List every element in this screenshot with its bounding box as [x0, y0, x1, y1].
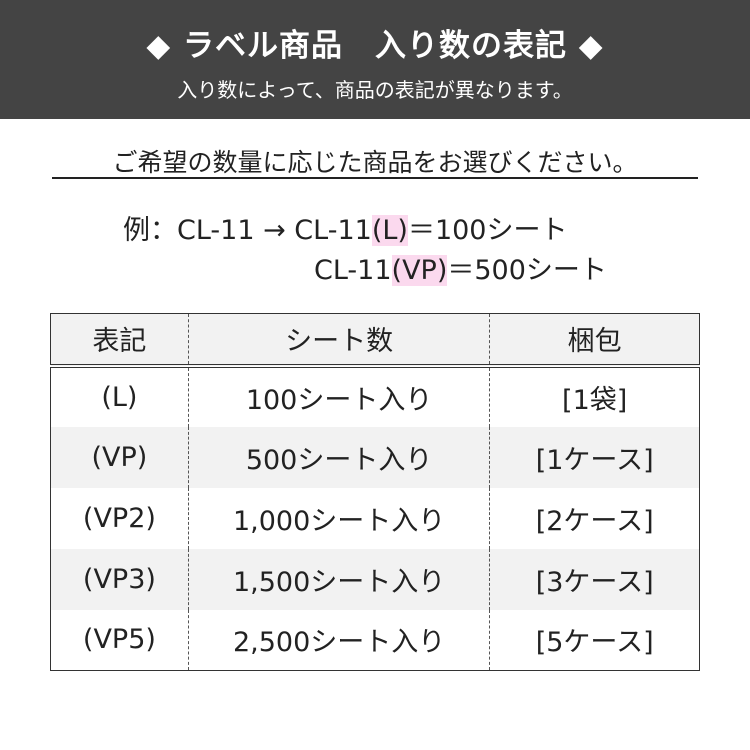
cell-notation: (VP2): [82, 502, 156, 534]
table-row: (VP2) 1,000シート入り [2ケース]: [51, 487, 700, 549]
example-line-2: CL-11(VP)＝500シート: [314, 248, 607, 287]
cell-notation: (VP3): [50, 548, 189, 610]
cell-sheets: 100シート入り: [187, 365, 490, 427]
cell-packaging: [2ケース]: [489, 487, 700, 549]
cell-sheets: 1,500シート入り: [187, 548, 490, 610]
cell-packaging: [3ケース]: [489, 548, 700, 610]
example-vp-rest: ＝500シート: [447, 255, 607, 286]
example-line-1: 例：CL-11 → CL-11(L)＝100シート: [123, 208, 568, 247]
header-notation: 表記: [50, 313, 189, 368]
banner-title: ◆ ラベル商品 入り数の表記 ◆: [146, 28, 604, 64]
example-l-rest: ＝100シート: [407, 215, 568, 246]
table-row: (VP3) 1,500シート入り [3ケース]: [50, 548, 700, 610]
banner-subtitle: 入り数によって、商品の表記が異なります。: [177, 78, 573, 102]
cell-sheets: 500シート入り: [187, 426, 490, 488]
cell-notation: (VP): [50, 426, 189, 488]
table-row: (L) 100シート入り [1袋]: [51, 365, 700, 427]
lead-text: ご希望の数量に応じた商品をお選びください。: [52, 143, 698, 179]
cell-packaging: [5ケース]: [489, 609, 700, 671]
table-row: (VP) 500シート入り [1ケース]: [50, 426, 700, 488]
cell-sheets: 1,000シート入り: [187, 487, 490, 549]
quantity-table: 表記 シート数 梱包 (L) 100シート入り [1袋] (VP) 500シート入り[…: [50, 313, 700, 671]
header-packaging: 梱包: [489, 313, 700, 368]
cell-sheets: 2,500シート入り: [187, 609, 490, 671]
cell-notation: (L): [101, 381, 138, 413]
highlight-vp: (VP): [391, 255, 448, 286]
example-vp-base: CL-11: [314, 255, 392, 286]
highlight-l: (L): [371, 215, 408, 246]
cell-packaging: [1袋]: [489, 365, 700, 427]
header-banner: ◆ ラベル商品 入り数の表記 ◆ 入り数によって、商品の表記が異なります。: [0, 0, 750, 119]
example-prefix: 例：CL-11 → CL-11: [123, 215, 372, 246]
table-header: 表記 シート数 梱包: [50, 313, 700, 368]
cell-packaging: [1ケース]: [489, 426, 700, 488]
cell-notation: (VP5): [82, 624, 156, 656]
header-sheets: シート数: [187, 313, 490, 368]
table-row: (VP5) 2,500シート入り [5ケース]: [51, 609, 700, 671]
